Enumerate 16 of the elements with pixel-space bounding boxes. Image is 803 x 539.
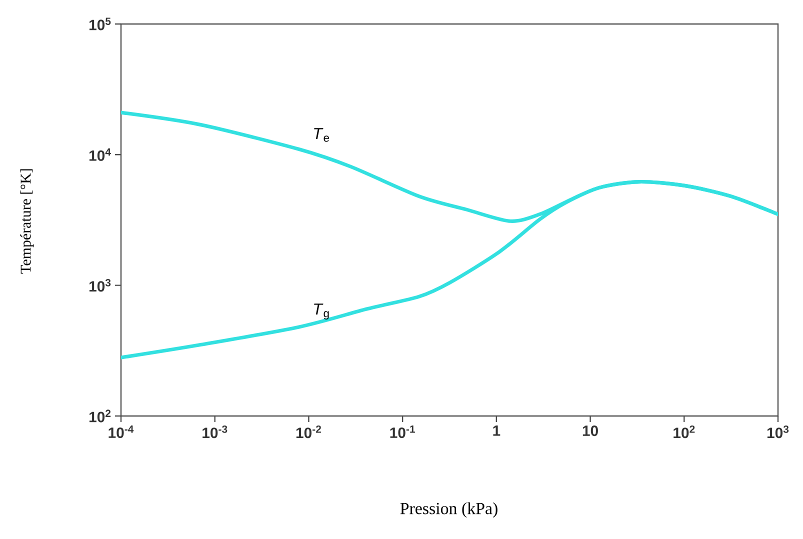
x-tick-label: 10$^{-2}$ — [296, 426, 321, 438]
series-label: T$_{e}$ — [314, 128, 329, 142]
x-tick-label: 10$^{-3}$ — [202, 426, 228, 438]
x-tick-label: 10$^{-1}$ — [390, 426, 415, 438]
series-label: T$_{g}$ — [314, 304, 329, 320]
y-tick-label: 10$^{4}$ — [89, 148, 111, 161]
x-tick-label: 10$^{-4}$ — [108, 426, 134, 438]
x-tick-label: 1 — [493, 425, 500, 436]
y-tick-label: 10$^{5}$ — [89, 18, 111, 30]
x-tick-label: 10 — [582, 425, 598, 436]
x-tick-label: 10$^{3}$ — [767, 426, 789, 438]
x-axis-title: Pression (kPa) — [400, 502, 498, 518]
y-tick-label: 10$^{3}$ — [89, 279, 111, 292]
y-tick-label: 10$^{2}$ — [89, 410, 111, 422]
y-axis-title: Température [°K] — [20, 169, 34, 274]
x-tick-label: 10$^{2}$ — [674, 426, 695, 438]
